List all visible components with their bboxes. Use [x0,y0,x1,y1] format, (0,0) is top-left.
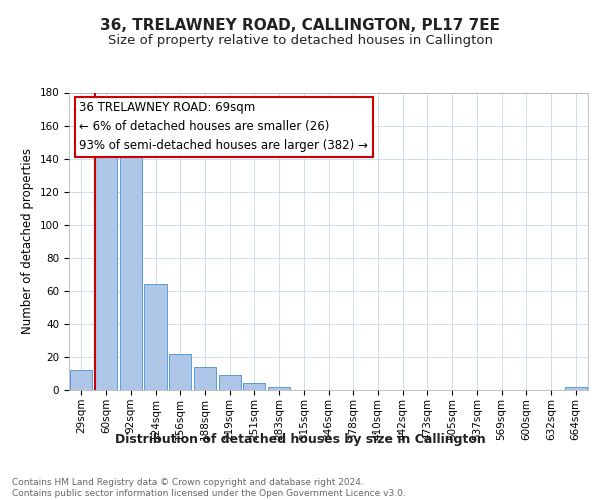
Bar [218,375,241,390]
Bar [95,142,117,390]
Bar [565,386,587,390]
Bar [70,370,92,390]
Bar [268,386,290,390]
Text: Size of property relative to detached houses in Callington: Size of property relative to detached ho… [107,34,493,47]
Text: 36 TRELAWNEY ROAD: 69sqm
← 6% of detached houses are smaller (26)
93% of semi-de: 36 TRELAWNEY ROAD: 69sqm ← 6% of detache… [79,102,368,152]
Y-axis label: Number of detached properties: Number of detached properties [21,148,34,334]
Text: Contains HM Land Registry data © Crown copyright and database right 2024.
Contai: Contains HM Land Registry data © Crown c… [12,478,406,498]
Text: Distribution of detached houses by size in Callington: Distribution of detached houses by size … [115,432,485,446]
Bar [119,154,142,390]
Text: 36, TRELAWNEY ROAD, CALLINGTON, PL17 7EE: 36, TRELAWNEY ROAD, CALLINGTON, PL17 7EE [100,18,500,32]
Bar [145,284,167,390]
Bar [169,354,191,390]
Bar [243,384,265,390]
Bar [194,367,216,390]
